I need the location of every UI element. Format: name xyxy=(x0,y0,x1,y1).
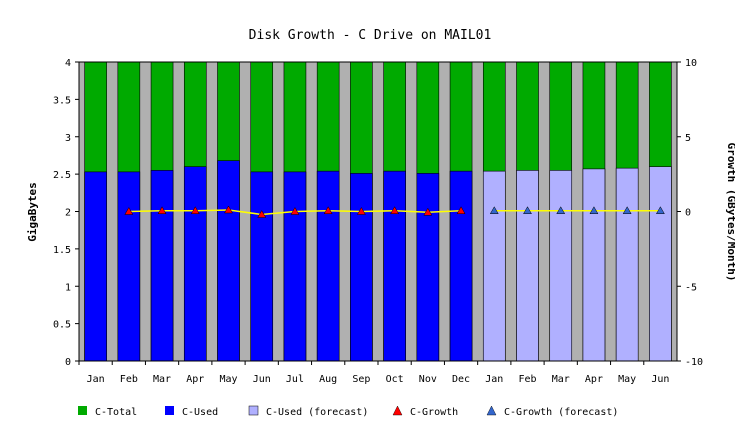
x-tick-label-3: Apr xyxy=(186,374,204,385)
bar-c-used-7 xyxy=(316,170,340,362)
x-tick-label-2: Mar xyxy=(153,374,171,385)
y-tick-label-6: 3 xyxy=(65,133,71,144)
y2-tick-label-3: 5 xyxy=(685,133,691,144)
bar-c-used-forecast--17 xyxy=(649,166,672,362)
marker-c-growth-1 xyxy=(157,206,167,215)
x-tick-label-14: Mar xyxy=(552,374,570,385)
marker-c-growth-forecast--0 xyxy=(489,206,499,215)
bar-c-used-forecast--16 xyxy=(615,167,639,362)
marker-c-growth-3 xyxy=(224,205,233,214)
bar-c-used-10 xyxy=(416,173,440,362)
marker-c-growth-0 xyxy=(124,206,134,215)
bar-c-used-forecast--14 xyxy=(549,170,573,362)
bar-c-used-forecast--15 xyxy=(582,168,606,362)
bar-c-used-2 xyxy=(150,170,174,362)
y2-tick-label-2: 0 xyxy=(685,208,691,219)
marker-c-growth-6 xyxy=(323,206,333,215)
x-tick-label-11: Dec xyxy=(452,374,470,385)
x-tick-label-15: Apr xyxy=(585,374,603,385)
legend-label-c-used: C-Used xyxy=(182,407,218,418)
legend-swatch-c-total xyxy=(78,406,87,415)
marker-c-growth-forecast--5 xyxy=(655,206,665,215)
y-tick-label-7: 3.5 xyxy=(53,95,71,106)
bar-c-used-3 xyxy=(183,166,207,362)
y-tick-label-0: 0 xyxy=(65,357,71,368)
legend-label-c-growth: C-Growth xyxy=(410,407,458,418)
marker-c-growth-5 xyxy=(290,206,300,215)
bar-c-used-4 xyxy=(217,160,240,362)
bar-c-used-5 xyxy=(250,171,274,362)
legend-swatch-c-growth-forecast- xyxy=(486,405,497,416)
legend-swatch-c-used xyxy=(165,406,174,415)
marker-c-growth-4 xyxy=(257,209,267,218)
y-tick-label-1: 0.5 xyxy=(53,320,71,331)
legend-label-c-total: C-Total xyxy=(95,407,137,418)
legend: C-Total C-Used C-Used (forecast) C-Growth C-… xyxy=(78,405,618,418)
x-tick-label-4: May xyxy=(219,374,237,385)
x-tick-label-17: Jun xyxy=(651,374,669,385)
marker-c-growth-10 xyxy=(456,206,466,215)
y2-tick-label-0: -10 xyxy=(685,357,703,368)
marker-c-growth-forecast--3 xyxy=(589,206,599,215)
marker-c-growth-forecast--1 xyxy=(523,206,532,215)
marker-c-growth-8 xyxy=(390,206,400,215)
bar-c-used-forecast--13 xyxy=(516,170,539,362)
x-tick-label-8: Sep xyxy=(352,374,370,385)
bar-c-used-forecast--12 xyxy=(482,170,506,362)
chart-title: Disk Growth - C Drive on MAIL01 xyxy=(249,28,492,43)
legend-swatch-c-used-forecast- xyxy=(248,405,259,416)
y-axis-title: GigaBytes xyxy=(26,182,39,242)
bar-c-used-11 xyxy=(449,170,473,362)
x-tick-label-13: Feb xyxy=(518,374,536,385)
marker-c-growth-2 xyxy=(190,206,200,215)
x-tick-label-10: Nov xyxy=(419,374,437,385)
y2-tick-label-4: 10 xyxy=(685,58,697,69)
y-tick-label-4: 2 xyxy=(65,208,71,219)
y2-axis-title: Growth (GBytes/Month) xyxy=(725,142,735,281)
bar-c-used-9 xyxy=(383,170,406,362)
bar-c-used-8 xyxy=(350,173,373,362)
x-tick-label-0: Jan xyxy=(87,374,105,385)
y-tick-label-3: 1.5 xyxy=(53,245,71,256)
x-tick-label-16: May xyxy=(618,374,636,385)
x-tick-label-5: Jun xyxy=(253,374,271,385)
marker-c-growth-7 xyxy=(356,206,366,215)
x-tick-label-7: Aug xyxy=(319,374,337,385)
x-tick-label-9: Oct xyxy=(386,374,404,385)
y-tick-label-2: 1 xyxy=(65,282,71,293)
legend-swatch-c-growth xyxy=(392,405,403,416)
marker-c-growth-forecast--2 xyxy=(556,206,566,215)
y-tick-label-5: 2.5 xyxy=(53,170,71,181)
legend-label-c-growth-forecast-: C-Growth (forecast) xyxy=(504,407,618,418)
y-tick-label-8: 4 xyxy=(65,58,71,69)
bar-c-used-1 xyxy=(117,171,141,362)
marker-c-growth-forecast--4 xyxy=(622,206,632,215)
x-tick-label-1: Feb xyxy=(120,374,138,385)
bar-c-used-0 xyxy=(84,171,107,362)
y2-tick-label-1: -5 xyxy=(685,282,697,293)
marker-c-growth-9 xyxy=(423,207,433,216)
bar-c-used-6 xyxy=(283,171,307,362)
legend-label-c-used-forecast-: C-Used (forecast) xyxy=(266,407,368,418)
x-tick-label-12: Jan xyxy=(485,374,503,385)
x-tick-label-6: Jul xyxy=(286,374,304,385)
